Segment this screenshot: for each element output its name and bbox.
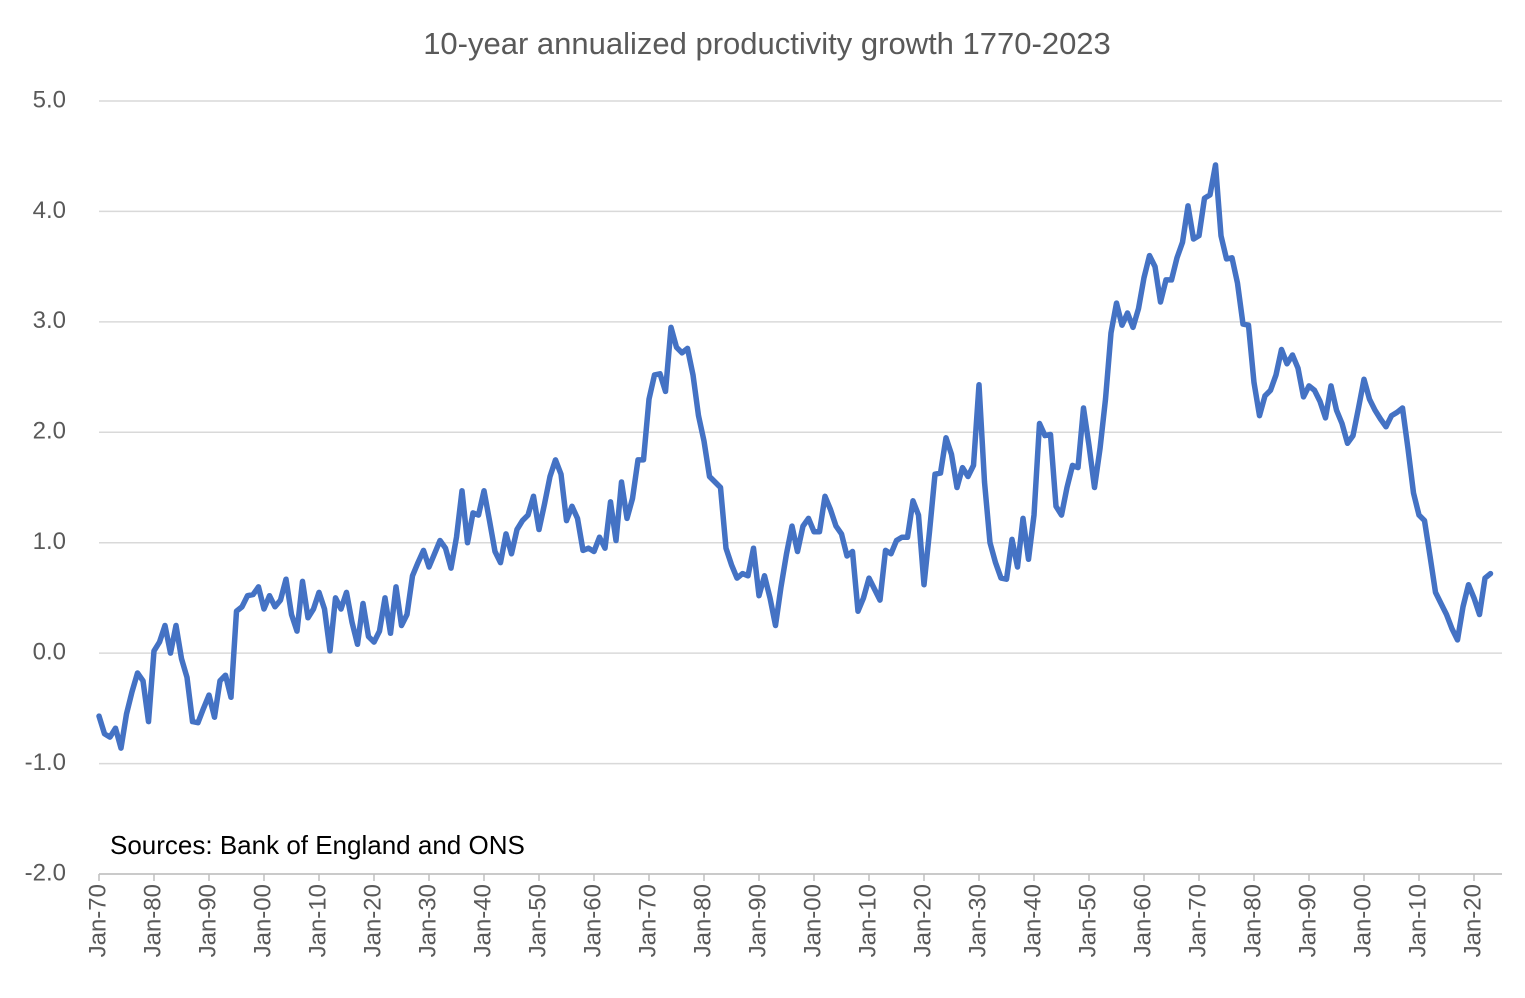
x-tick-label: Jan-40 <box>1019 884 1046 957</box>
x-tick-label: Jan-30 <box>414 884 441 957</box>
y-tick-label: -2.0 <box>25 859 66 886</box>
y-tick-label: 4.0 <box>33 197 66 224</box>
x-tick-label: Jan-20 <box>909 884 936 957</box>
x-tick-label: Jan-00 <box>799 884 826 957</box>
data-line <box>96 162 1494 751</box>
x-tick-label: Jan-60 <box>579 884 606 957</box>
y-tick-label: 3.0 <box>33 307 66 334</box>
x-tick-label: Jan-90 <box>194 884 221 957</box>
x-tick-label: Jan-80 <box>689 884 716 957</box>
x-tick-label: Jan-60 <box>1129 884 1156 957</box>
x-tick-label: Jan-90 <box>744 884 771 957</box>
y-tick-label: 1.0 <box>33 528 66 555</box>
annotation: Sources: Bank of England and ONS <box>110 830 525 860</box>
x-tick-label: Jan-00 <box>249 884 276 957</box>
y-tick-label: 2.0 <box>33 418 66 445</box>
x-tick-label: Jan-20 <box>359 884 386 957</box>
x-tick-label: Jan-10 <box>304 884 331 957</box>
x-tick-label: Jan-50 <box>524 884 551 957</box>
chart-title: 10-year annualized productivity growth 1… <box>423 26 1111 61</box>
x-tick-label: Jan-30 <box>964 884 991 957</box>
x-tick-label: Jan-20 <box>1459 884 1486 957</box>
x-tick-label: Jan-70 <box>1184 884 1211 957</box>
y-tick-label: 5.0 <box>33 86 66 113</box>
x-tick-label: Jan-40 <box>469 884 496 957</box>
x-tick-label: Jan-70 <box>84 884 111 957</box>
x-tick-label: Jan-10 <box>854 884 881 957</box>
x-tick-label: Jan-90 <box>1294 884 1321 957</box>
y-tick-label: -1.0 <box>25 749 66 776</box>
x-tick-label: Jan-00 <box>1349 884 1376 957</box>
y-tick-label: 0.0 <box>33 638 66 665</box>
x-tick-label: Jan-80 <box>139 884 166 957</box>
x-tick-label: Jan-80 <box>1239 884 1266 957</box>
x-tick-label: Jan-70 <box>634 884 661 957</box>
x-tick-label: Jan-50 <box>1074 884 1101 957</box>
x-tick-label: Jan-10 <box>1404 884 1431 957</box>
